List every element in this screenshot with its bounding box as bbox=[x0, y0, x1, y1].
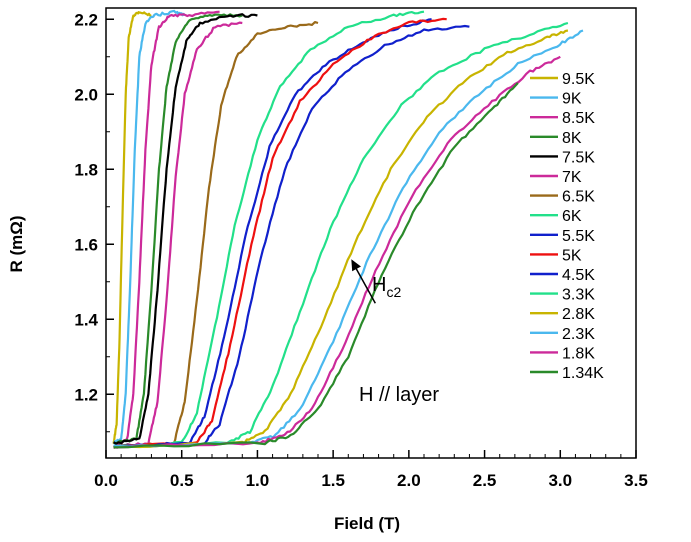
x-tick-label: 2.0 bbox=[397, 471, 421, 490]
legend-label: 7.5K bbox=[562, 149, 595, 166]
legend-label: 5K bbox=[562, 247, 582, 264]
series-line bbox=[113, 10, 220, 448]
legend-label: 2.8K bbox=[562, 306, 595, 323]
legend-label: 6.5K bbox=[562, 189, 595, 206]
series-line bbox=[113, 21, 319, 449]
series-line bbox=[113, 29, 584, 448]
geometry-label: H // layer bbox=[359, 384, 439, 406]
hc2-arrow bbox=[353, 264, 376, 304]
series-line bbox=[113, 55, 561, 449]
annotations: Hc2 H // layer bbox=[351, 259, 439, 406]
hc2-label: Hc2 bbox=[372, 274, 401, 300]
y-tick-label: 1.6 bbox=[74, 235, 98, 254]
series-layer bbox=[112, 9, 584, 449]
hc2-label-main: H bbox=[372, 274, 386, 296]
legend-label: 1.34K bbox=[562, 365, 604, 382]
series-line bbox=[113, 24, 470, 448]
y-tick-label: 1.2 bbox=[74, 385, 98, 404]
series-line bbox=[113, 17, 447, 448]
x-tick-label: 2.5 bbox=[473, 471, 497, 490]
y-tick-label: 1.4 bbox=[74, 310, 98, 329]
y-axis-title: R (mΩ) bbox=[7, 215, 26, 272]
legend: 9.5K 9K 8.5K 8K 7.5K 7K 6.5K 6K 5.5K 5K 4.5K 3.3K 2.… bbox=[530, 71, 604, 382]
legend-label: 8.5K bbox=[562, 110, 595, 127]
legend-label: 9K bbox=[562, 91, 582, 108]
legend-label: 1.8K bbox=[562, 345, 595, 362]
y-tick-label: 2.2 bbox=[74, 10, 98, 29]
x-tick-label: 0.5 bbox=[170, 471, 194, 490]
legend-label: 2.3K bbox=[562, 326, 595, 343]
x-tick-label: 1.5 bbox=[321, 471, 345, 490]
series-line bbox=[112, 11, 152, 444]
axis-layer: 0.0 0.5 1.0 1.5 2.0 2.5 3.0 3.5 1.2 1.4 1.6 1.8 2.0 2… bbox=[74, 10, 647, 490]
series-line bbox=[113, 21, 569, 448]
legend-label: 6K bbox=[562, 208, 582, 225]
legend-label: 9.5K bbox=[562, 71, 595, 88]
legend-label: 5.5K bbox=[562, 228, 595, 245]
legend-label: 7K bbox=[562, 169, 582, 186]
x-axis-title: Field (T) bbox=[334, 514, 400, 533]
y-tick-label: 2.0 bbox=[74, 85, 98, 104]
series-line bbox=[113, 13, 258, 445]
hc2-arrow-head bbox=[351, 259, 361, 272]
series-line bbox=[113, 9, 186, 445]
series-line bbox=[113, 21, 243, 449]
legend-label: 4.5K bbox=[562, 267, 595, 284]
y-tick-label: 1.8 bbox=[74, 160, 98, 179]
plot-frame bbox=[105, 7, 637, 459]
x-tick-label: 3.0 bbox=[548, 471, 572, 490]
x-tick-label: 3.5 bbox=[624, 471, 648, 490]
legend-label: 8K bbox=[562, 130, 582, 147]
series-line bbox=[113, 82, 519, 449]
x-tick-label: 0.0 bbox=[94, 471, 118, 490]
series-line bbox=[113, 10, 425, 449]
legend-label: 3.3K bbox=[562, 287, 595, 304]
hc2-label-sub: c2 bbox=[386, 284, 401, 300]
series-line bbox=[113, 29, 569, 449]
series-line bbox=[113, 13, 243, 445]
x-tick-label: 1.0 bbox=[246, 471, 270, 490]
